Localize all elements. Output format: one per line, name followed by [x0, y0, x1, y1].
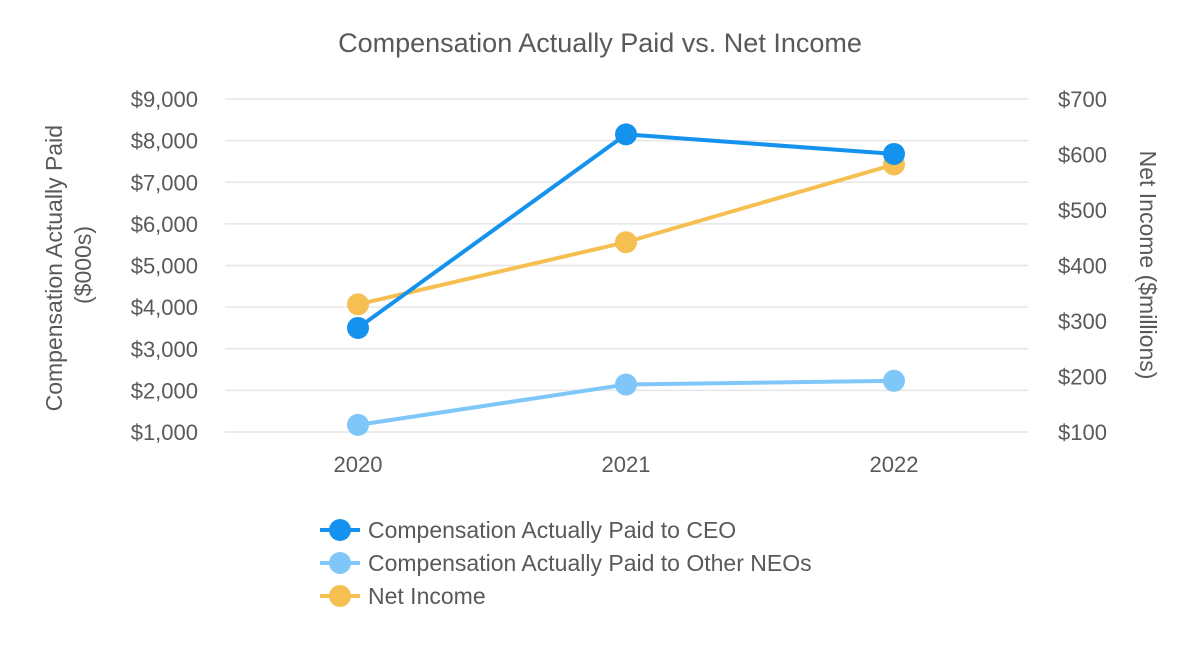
x-axis-ticks: 2020 2021 2022 [334, 452, 919, 477]
legend-label: Compensation Actually Paid to CEO [368, 517, 736, 543]
left-axis-title: Compensation Actually Paid ($000s) [41, 119, 96, 412]
legend-swatch-marker [329, 519, 351, 541]
data-point [615, 231, 637, 254]
data-point [615, 373, 637, 396]
left-tick-label: $3,000 [131, 337, 198, 362]
left-tick-label: $2,000 [131, 378, 198, 403]
legend-item: Compensation Actually Paid to Other NEOs [320, 550, 812, 576]
right-tick-label: $500 [1058, 198, 1107, 223]
x-tick-label: 2022 [870, 452, 919, 477]
right-axis-ticks: $100 $200 $300 $400 $500 $600 $700 [1058, 87, 1107, 445]
data-point [883, 142, 905, 165]
left-tick-label: $7,000 [131, 170, 198, 195]
x-tick-label: 2020 [334, 452, 383, 477]
right-tick-label: $400 [1058, 254, 1107, 279]
left-axis-ticks: $1,000 $2,000 $3,000 $4,000 $5,000 $6,000 $7,0… [131, 87, 198, 445]
right-tick-label: $600 [1058, 143, 1107, 168]
data-point [615, 123, 637, 146]
legend-label: Net Income [368, 583, 486, 609]
x-tick-label: 2021 [602, 452, 651, 477]
right-axis-title: Net Income ($millions) [1135, 151, 1161, 380]
data-point [347, 316, 369, 339]
legend-label: Compensation Actually Paid to Other NEOs [368, 550, 812, 576]
left-axis-title-line-2: ($000s) [70, 226, 96, 304]
left-tick-label: $4,000 [131, 295, 198, 320]
series-0 [347, 123, 905, 339]
series-1 [347, 369, 905, 436]
chart-title: Compensation Actually Paid vs. Net Incom… [338, 28, 862, 58]
left-tick-label: $5,000 [131, 254, 198, 279]
legend: Compensation Actually Paid to CEO Compens… [320, 517, 812, 609]
series-2 [347, 153, 905, 316]
legend-swatch-marker [329, 585, 351, 607]
legend-item: Compensation Actually Paid to CEO [320, 517, 736, 543]
data-point [347, 413, 369, 436]
right-tick-label: $200 [1058, 365, 1107, 390]
right-tick-label: $700 [1058, 87, 1107, 112]
series-line [356, 132, 895, 330]
data-point [883, 369, 905, 392]
left-tick-label: $9,000 [131, 87, 198, 112]
left-tick-label: $6,000 [131, 212, 198, 237]
series-layer [347, 123, 905, 436]
left-tick-label: $1,000 [131, 420, 198, 445]
data-point [347, 293, 369, 316]
left-axis-title-line-1: Compensation Actually Paid [41, 125, 67, 411]
legend-swatch-marker [329, 552, 351, 574]
right-tick-label: $300 [1058, 309, 1107, 334]
left-tick-label: $8,000 [131, 129, 198, 154]
right-tick-label: $100 [1058, 420, 1107, 445]
legend-item: Net Income [320, 583, 486, 609]
